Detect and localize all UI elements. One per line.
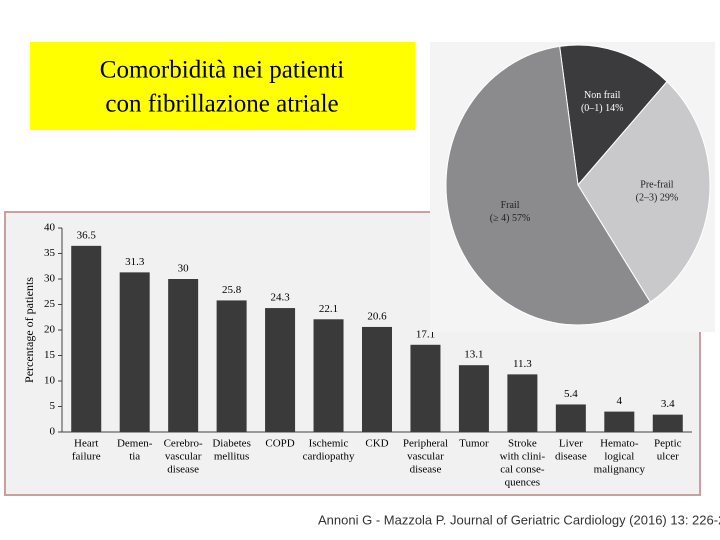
x-tick-label: Tumor <box>459 438 489 450</box>
bar <box>216 300 247 432</box>
x-tick-label: Hemato- <box>600 438 639 450</box>
x-tick-label: Peptic <box>654 438 682 450</box>
pie-slice <box>559 44 668 187</box>
x-tick-label: tia <box>129 451 140 463</box>
x-tick-label: COPD <box>265 438 294 450</box>
bar <box>555 404 586 432</box>
y-tick-label: 5 <box>50 400 56 412</box>
y-tick-label: 30 <box>44 273 56 285</box>
slice-label: Non frail <box>584 90 621 101</box>
bar <box>119 272 150 432</box>
x-tick-label: CKD <box>365 438 388 450</box>
value-label: 36.5 <box>77 229 97 241</box>
x-tick-label: vascular <box>165 451 202 463</box>
bar-chart: 0 5 10 15 20 25 30 35 40 Percentage of patients 36… <box>22 222 692 489</box>
bar <box>362 326 392 432</box>
bar <box>604 411 635 432</box>
value-label: 13.1 <box>464 349 483 361</box>
bar <box>168 279 199 432</box>
bar <box>71 245 102 432</box>
slice-label: (≥ 4) 57% <box>490 213 531 224</box>
slice-value-label: 29% <box>660 193 678 204</box>
slice-value-label: 57% <box>512 213 530 224</box>
x-tick-label: cal conse- <box>500 464 545 476</box>
slice-label-text: (≥ 4) <box>490 213 510 224</box>
y-tick-label: 20 <box>44 324 56 336</box>
x-tick-label: mellitus <box>214 451 249 463</box>
bar <box>265 308 296 432</box>
x-tick-label: Ischemic <box>309 438 349 450</box>
value-label: 30 <box>178 263 190 275</box>
x-tick-label: Diabetes <box>212 438 250 450</box>
slice-label-text: Pre-frail <box>640 180 674 191</box>
y-tick-label: 35 <box>44 247 56 259</box>
x-tick-label: ulcer <box>657 451 679 463</box>
x-tick-label: failure <box>72 451 101 463</box>
bar <box>410 344 441 432</box>
pie-slice <box>445 45 651 326</box>
x-tick-label: Liver <box>559 438 583 450</box>
value-label: 20.6 <box>367 310 387 322</box>
bar <box>458 365 489 432</box>
x-tick-label: Cerebro- <box>164 438 203 450</box>
x-tick-label: cardiopathy <box>303 451 355 463</box>
pie-slice <box>577 80 711 303</box>
value-label: 31.3 <box>125 256 145 268</box>
y-tick-label: 40 <box>44 222 56 234</box>
y-tick-label: 15 <box>44 349 56 361</box>
x-tick-label: with clini- <box>500 451 546 463</box>
value-label: 24.3 <box>270 292 290 304</box>
title-line: con fibrillazione atriale <box>105 91 338 118</box>
bar <box>652 414 683 432</box>
citation: Annoni G - Mazzola P. Journal of Geriatr… <box>318 512 720 527</box>
title-line: Comorbidità nei patienti <box>100 57 344 84</box>
bar <box>313 319 344 432</box>
x-tick-label: disease <box>555 451 587 463</box>
title-box <box>30 42 415 130</box>
bar <box>507 374 538 432</box>
value-label: 22.1 <box>319 303 338 315</box>
value-label: 25.8 <box>222 284 242 296</box>
x-tick-label: vascular <box>407 451 444 463</box>
value-label: 5.4 <box>564 388 578 400</box>
x-tick-label: Demen- <box>117 438 153 450</box>
value-label: 3.4 <box>661 398 675 410</box>
x-tick-label: disease <box>410 464 442 476</box>
x-tick-label: disease <box>167 464 199 476</box>
x-tick-label: Peripheral <box>403 438 448 450</box>
slice-value-label: 14% <box>605 103 623 114</box>
slice-label-text: Frail <box>501 200 520 211</box>
y-tick-label: 25 <box>44 298 56 310</box>
value-label: 4 <box>617 395 623 407</box>
y-axis-label: Percentage of patients <box>22 277 36 383</box>
pie-chart: Non frail (0–1) 14% Pre-frail (2–3) 29% Frai… <box>445 44 711 326</box>
slice-label: (0–1) 14% <box>581 103 624 114</box>
x-tick-label: logical <box>604 451 634 463</box>
slice-label-text: Non frail <box>584 90 621 101</box>
slice-label-text: (2–3) <box>636 193 658 204</box>
y-tick-label: 10 <box>44 375 56 387</box>
x-tick-label: Heart <box>74 438 98 450</box>
x-tick-label: quences <box>505 477 540 489</box>
y-tick-label: 0 <box>50 426 56 438</box>
slice-label: (2–3) 29% <box>636 193 679 204</box>
value-label: 11.3 <box>513 358 532 370</box>
slice-label-text: (0–1) <box>581 103 603 114</box>
slice-label: Pre-frail <box>640 180 674 191</box>
x-tick-label: Stroke <box>508 438 537 450</box>
x-tick-label: malignancy <box>594 464 646 476</box>
slice-label: Frail <box>501 200 520 211</box>
